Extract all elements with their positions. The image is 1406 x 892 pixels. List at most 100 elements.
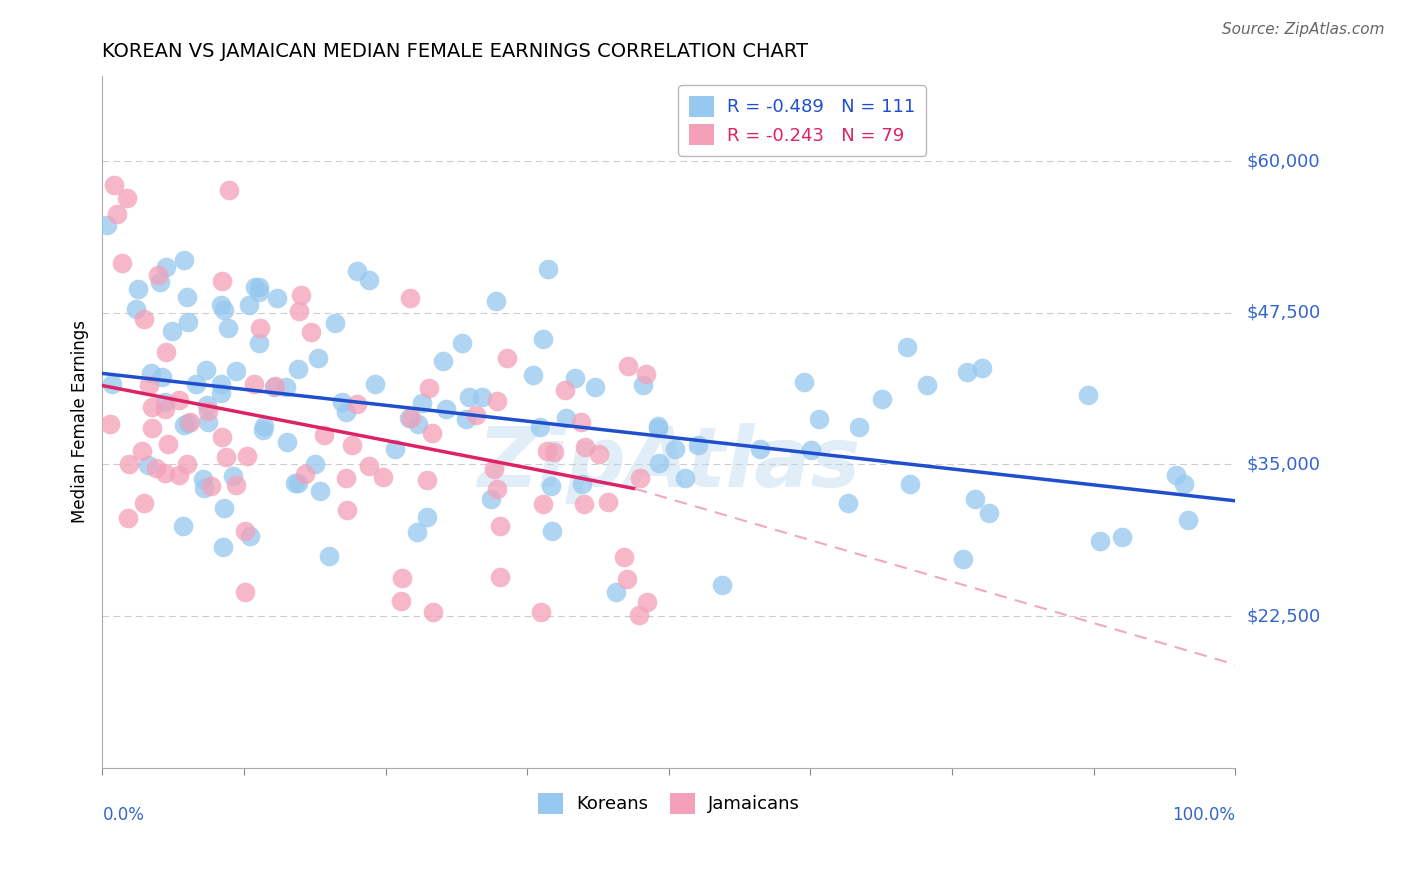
Point bbox=[564, 371, 586, 385]
Text: 0.0%: 0.0% bbox=[103, 805, 145, 823]
Point bbox=[1177, 513, 1199, 527]
Point bbox=[979, 506, 1001, 520]
Point bbox=[1088, 534, 1111, 549]
Point bbox=[389, 594, 412, 608]
Point bbox=[917, 378, 939, 392]
Point bbox=[211, 430, 233, 444]
Point bbox=[711, 578, 734, 592]
Point bbox=[307, 351, 329, 365]
Point bbox=[184, 376, 207, 391]
Point bbox=[537, 261, 560, 276]
Point bbox=[485, 394, 508, 409]
Point bbox=[540, 479, 562, 493]
Point bbox=[252, 423, 274, 437]
Point bbox=[145, 461, 167, 475]
Point bbox=[346, 397, 368, 411]
Point bbox=[399, 291, 422, 305]
Point bbox=[96, 219, 118, 233]
Point bbox=[212, 302, 235, 317]
Point bbox=[330, 395, 353, 409]
Point bbox=[457, 390, 479, 404]
Point bbox=[197, 415, 219, 429]
Point bbox=[103, 178, 125, 193]
Point bbox=[617, 359, 640, 373]
Point bbox=[571, 477, 593, 491]
Point bbox=[179, 415, 201, 429]
Point bbox=[554, 384, 576, 398]
Point bbox=[636, 595, 658, 609]
Point bbox=[596, 495, 619, 509]
Point bbox=[496, 351, 519, 365]
Point bbox=[479, 492, 502, 507]
Point bbox=[529, 420, 551, 434]
Point bbox=[136, 458, 159, 472]
Point bbox=[485, 294, 508, 309]
Point bbox=[613, 550, 636, 565]
Point bbox=[118, 457, 141, 471]
Point bbox=[970, 360, 993, 375]
Point bbox=[235, 524, 257, 538]
Point bbox=[222, 469, 245, 483]
Point bbox=[191, 472, 214, 486]
Point bbox=[398, 410, 420, 425]
Point bbox=[172, 519, 194, 533]
Point bbox=[157, 437, 180, 451]
Point bbox=[155, 344, 177, 359]
Point bbox=[211, 376, 233, 391]
Point bbox=[1173, 476, 1195, 491]
Point bbox=[197, 404, 219, 418]
Point bbox=[212, 540, 235, 554]
Point bbox=[211, 274, 233, 288]
Text: $35,000: $35,000 bbox=[1247, 456, 1320, 474]
Point bbox=[605, 585, 627, 599]
Point bbox=[148, 268, 170, 283]
Point bbox=[965, 492, 987, 507]
Point bbox=[200, 478, 222, 492]
Point bbox=[100, 417, 122, 432]
Point bbox=[530, 605, 553, 619]
Point bbox=[239, 529, 262, 543]
Point bbox=[233, 585, 256, 599]
Point bbox=[569, 415, 592, 429]
Point bbox=[616, 572, 638, 586]
Point bbox=[952, 551, 974, 566]
Point bbox=[633, 377, 655, 392]
Point bbox=[628, 471, 651, 485]
Point bbox=[432, 354, 454, 368]
Point bbox=[287, 476, 309, 491]
Point bbox=[647, 419, 669, 434]
Point bbox=[290, 288, 312, 302]
Point bbox=[138, 378, 160, 392]
Point bbox=[167, 467, 190, 482]
Point bbox=[628, 608, 651, 623]
Point bbox=[111, 256, 134, 270]
Point bbox=[807, 412, 830, 426]
Point bbox=[748, 442, 770, 456]
Point bbox=[531, 332, 554, 346]
Point bbox=[434, 401, 457, 416]
Point bbox=[541, 524, 564, 538]
Point bbox=[169, 393, 191, 408]
Point bbox=[247, 285, 270, 300]
Point bbox=[309, 484, 332, 499]
Point bbox=[218, 183, 240, 197]
Point bbox=[406, 417, 429, 432]
Point bbox=[287, 362, 309, 376]
Point bbox=[249, 321, 271, 335]
Point bbox=[117, 511, 139, 525]
Point bbox=[173, 418, 195, 433]
Point bbox=[153, 401, 176, 416]
Point bbox=[1077, 388, 1099, 402]
Point bbox=[276, 379, 298, 393]
Point bbox=[236, 449, 259, 463]
Point bbox=[160, 324, 183, 338]
Point bbox=[105, 207, 128, 221]
Point bbox=[482, 461, 505, 475]
Point bbox=[956, 365, 979, 379]
Text: ZipAtlas: ZipAtlas bbox=[477, 423, 860, 504]
Point bbox=[177, 416, 200, 430]
Point bbox=[420, 425, 443, 440]
Point bbox=[574, 440, 596, 454]
Point bbox=[150, 370, 173, 384]
Point bbox=[176, 457, 198, 471]
